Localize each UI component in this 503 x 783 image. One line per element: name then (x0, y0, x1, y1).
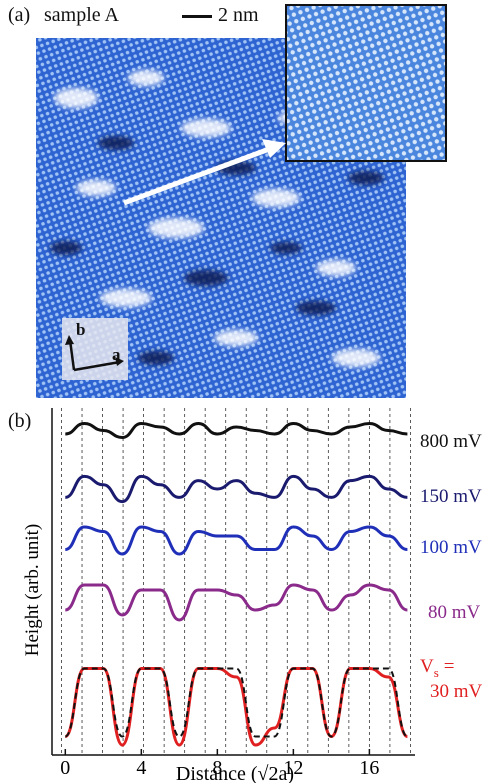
lattice-axis-b-label: b (76, 320, 86, 339)
series-line (65, 421, 408, 440)
series-line (64, 474, 408, 504)
x-tick-label: 4 (136, 757, 146, 779)
series-line (64, 583, 408, 622)
bias-label-100: 100 mV (420, 537, 482, 558)
bias-label-150: 150 mV (420, 486, 482, 507)
lattice-arrows (65, 335, 124, 372)
series-line (64, 667, 409, 747)
bias-label-80: 80 mV (428, 602, 481, 623)
bias-label-sub-s: s (434, 665, 439, 680)
x-tick-label: 16 (359, 757, 379, 779)
sample-label: sample A (44, 4, 119, 26)
panel-a-label: (a) (8, 4, 31, 26)
x-tick-label: 8 (212, 757, 222, 779)
series-layer (64, 421, 409, 747)
bias-label-equals: = (444, 656, 455, 677)
scale-bar (182, 15, 212, 18)
stm-zoom-inset (285, 4, 447, 162)
bias-label-vs: Vs = (420, 656, 455, 680)
x-axis-label: Distance (√2a) (176, 763, 294, 783)
x-tick-label: 0 (60, 757, 70, 779)
x-ticks: 0 4 8 12 16 (60, 749, 379, 779)
series-line (64, 525, 408, 556)
grid-lines (61, 408, 411, 755)
lattice-axis-a-label: a (112, 345, 121, 364)
panel-b-label: (b) (8, 410, 32, 432)
height-profile-chart: 0 4 8 12 16 Height (arb. unit) Distance (√2a… (22, 408, 483, 783)
scale-bar-label: 2 nm (218, 4, 259, 26)
series-line (64, 667, 408, 738)
bias-label-800: 800 mV (420, 431, 482, 452)
bias-label-30: 30 mV (430, 681, 483, 702)
lattice-orientation-box (62, 318, 128, 380)
stm-inset-texture (287, 6, 445, 160)
bias-label-v: V (420, 656, 434, 677)
y-axis-label: Height (arb. unit) (22, 524, 43, 656)
x-tick-label: 12 (283, 757, 303, 779)
